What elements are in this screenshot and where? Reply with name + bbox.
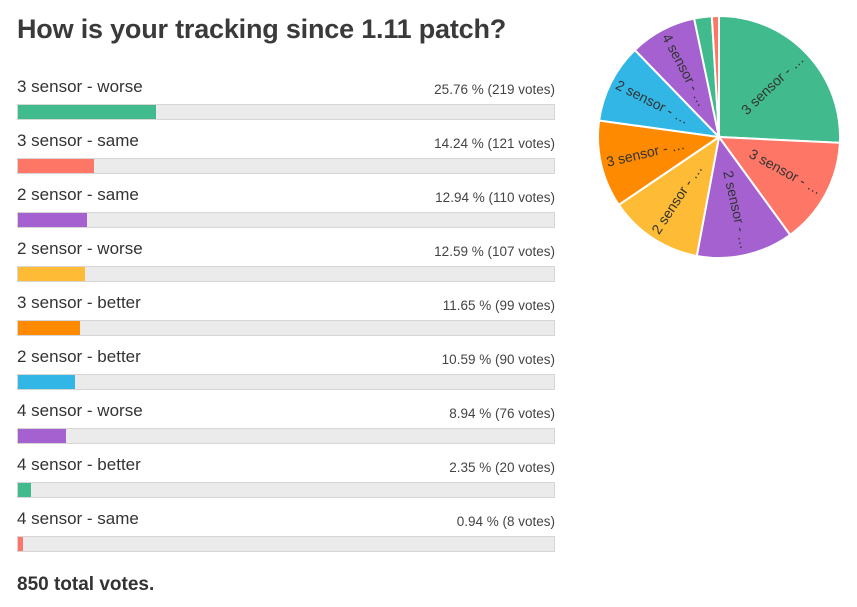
- option-percentage-votes: 12.59 % (107 votes): [434, 244, 555, 259]
- total-votes: 850 total votes.: [17, 574, 155, 595]
- poll-result-row: 2 sensor - better 10.59 % (90 votes): [17, 342, 555, 396]
- option-percentage-votes: 12.94 % (110 votes): [435, 190, 555, 205]
- poll-title: How is your tracking since 1.11 patch?: [17, 14, 507, 44]
- option-label: 2 sensor - same: [17, 185, 139, 204]
- option-label: 2 sensor - worse: [17, 239, 143, 258]
- progress-bar-fill: [18, 537, 24, 551]
- progress-bar-fill: [18, 267, 86, 281]
- option-label: 4 sensor - same: [17, 509, 139, 528]
- progress-bar-fill: [18, 159, 95, 173]
- pie-slice: [710, 14, 720, 138]
- poll-result-row: 4 sensor - worse 8.94 % (76 votes): [17, 396, 555, 450]
- progress-bar-track: [17, 482, 555, 498]
- pie-chart-svg: 3 sensor - …3 sensor - …2 sensor - …2 se…: [597, 14, 841, 259]
- progress-bar-track: [17, 320, 555, 336]
- progress-bar-track: [17, 104, 555, 120]
- option-label: 4 sensor - worse: [17, 401, 143, 420]
- pie-slice: [598, 48, 722, 139]
- progress-bar-track: [17, 428, 555, 444]
- poll-result-row: 4 sensor - same 0.94 % (8 votes): [17, 504, 555, 558]
- pie-slice: [597, 119, 722, 207]
- poll-result-row: 3 sensor - better 11.65 % (99 votes): [17, 288, 555, 342]
- option-label: 3 sensor - better: [17, 293, 141, 312]
- option-percentage-votes: 2.35 % (20 votes): [449, 460, 555, 475]
- option-label: 2 sensor - better: [17, 347, 141, 366]
- pie-chart: 3 sensor - … 3 sensor - … 2 sensor - … 2 se…: [596, 14, 842, 260]
- progress-bar-track: [17, 266, 555, 282]
- progress-bar-fill: [18, 483, 31, 497]
- option-label: 3 sensor - worse: [17, 77, 143, 96]
- progress-bar-track: [17, 374, 555, 390]
- progress-bar-fill: [18, 105, 157, 119]
- option-percentage-votes: 8.94 % (76 votes): [449, 406, 555, 421]
- progress-bar-track: [17, 212, 555, 228]
- poll-result-row: 3 sensor - worse 25.76 % (219 votes): [17, 72, 555, 126]
- progress-bar-fill: [18, 375, 75, 389]
- pie-slice: [695, 134, 792, 259]
- poll-result-row: 3 sensor - same 14.24 % (121 votes): [17, 126, 555, 180]
- poll-results-list: 3 sensor - worse 25.76 % (219 votes) 3 sen…: [17, 72, 555, 558]
- poll-result-row: 2 sensor - worse 12.59 % (107 votes): [17, 234, 555, 288]
- pie-slice: [718, 14, 841, 144]
- poll-result-row: 4 sensor - better 2.35 % (20 votes): [17, 450, 555, 504]
- pie-slice: [716, 135, 841, 237]
- pie-slice: [617, 134, 721, 258]
- progress-bar-track: [17, 158, 555, 174]
- progress-bar-fill: [18, 213, 88, 227]
- option-label: 4 sensor - better: [17, 455, 141, 474]
- poll-result-row: 2 sensor - same 12.94 % (110 votes): [17, 180, 555, 234]
- progress-bar-fill: [18, 321, 81, 335]
- progress-bar-fill: [18, 429, 66, 443]
- option-percentage-votes: 10.59 % (90 votes): [441, 352, 555, 367]
- option-percentage-votes: 14.24 % (121 votes): [434, 136, 555, 151]
- option-percentage-votes: 25.76 % (219 votes): [434, 82, 555, 97]
- progress-bar-track: [17, 536, 555, 552]
- option-label: 3 sensor - same: [17, 131, 139, 150]
- option-percentage-votes: 0.94 % (8 votes): [456, 514, 555, 529]
- option-percentage-votes: 11.65 % (99 votes): [442, 298, 555, 313]
